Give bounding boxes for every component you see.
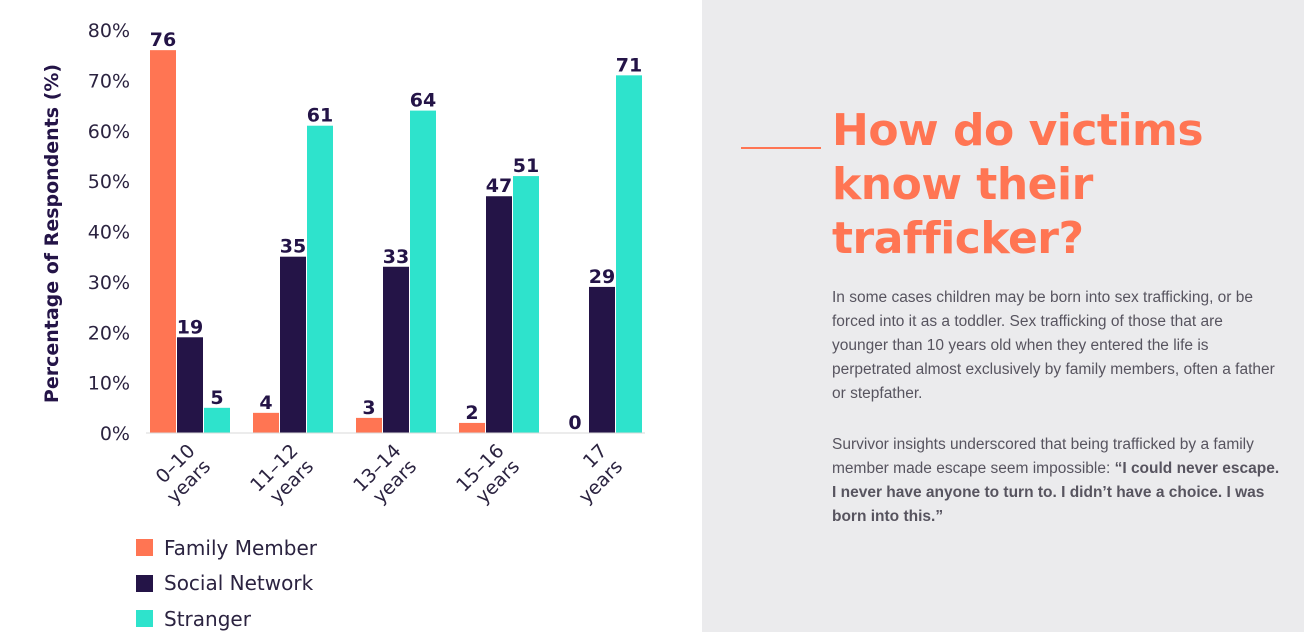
data-label: 64 — [410, 90, 436, 112]
legend-swatch-stranger — [136, 610, 153, 628]
y-tick-label: 40% — [88, 222, 130, 244]
bar-stranger — [204, 407, 230, 433]
data-label: 51 — [513, 155, 539, 177]
chart-area: 0% 10% 20% 30% 40% 50% 60% 70% 80% Percentage of … — [41, 20, 645, 631]
y-tick-label: 80% — [88, 20, 130, 42]
y-tick-label: 60% — [88, 121, 130, 143]
data-label: 47 — [486, 175, 512, 197]
data-label: 33 — [383, 246, 409, 268]
article-paragraph-1: In some cases children may be born into … — [832, 289, 1275, 402]
bar-stranger — [616, 75, 642, 434]
data-label: 5 — [210, 387, 223, 409]
heading-accent-line — [741, 147, 821, 149]
y-tick-label: 50% — [88, 171, 130, 193]
bar-family-member — [150, 50, 176, 434]
article-panel: How do victims know their trafficker? In… — [702, 0, 1304, 632]
legend-label: Social Network — [164, 571, 314, 596]
data-label: 4 — [259, 392, 272, 414]
bar-social-network — [589, 286, 615, 433]
data-label: 76 — [150, 29, 176, 51]
data-label: 0 — [568, 412, 581, 434]
data-label: 19 — [177, 316, 203, 338]
legend-label: Stranger — [164, 606, 251, 631]
bar-family-member — [253, 412, 279, 433]
bar-social-network — [280, 256, 306, 433]
bar-social-network — [383, 266, 409, 433]
data-label: 29 — [589, 266, 615, 288]
legend-item-stranger: Stranger — [136, 601, 317, 637]
bar-social-network — [177, 337, 203, 433]
legend-swatch-family-member — [136, 539, 153, 557]
bar-family-member — [356, 417, 382, 433]
article-heading: How do victims know their trafficker? — [832, 105, 1204, 264]
bar-stranger — [513, 176, 539, 433]
y-tick-label: 70% — [88, 70, 130, 92]
y-axis-label: Percentage of Respondents (%) — [41, 64, 63, 403]
bar-social-network — [486, 196, 512, 433]
data-label: 2 — [465, 402, 478, 424]
y-tick-label: 10% — [88, 373, 130, 395]
bar-stranger — [307, 125, 333, 434]
paragraph-2-intro: Survivor insights underscored that being… — [832, 436, 1254, 477]
legend-label: Family Member — [164, 535, 317, 560]
legend-item-social-network: Social Network — [136, 566, 317, 602]
bar-stranger — [410, 110, 436, 433]
data-label: 71 — [616, 54, 642, 76]
legend-item-family-member: Family Member — [136, 530, 317, 566]
bar-family-member — [459, 422, 485, 433]
bar-chart: 0% 10% 20% 30% 40% 50% 60% 70% 80% Percentage of … — [41, 20, 645, 508]
survivor-quote: “I could never escape. I never have anyo… — [832, 460, 1280, 525]
data-label: 35 — [280, 236, 306, 258]
y-tick-label: 30% — [88, 272, 130, 294]
data-label: 3 — [362, 397, 375, 419]
legend-swatch-social-network — [136, 574, 153, 592]
y-tick-label: 20% — [88, 322, 130, 344]
article-paragraph-2: Survivor insights underscored that being… — [832, 433, 1282, 529]
y-tick-label: 0% — [100, 423, 130, 445]
data-label: 61 — [307, 105, 333, 127]
chart-legend: Family Member Social Network Stranger — [136, 530, 317, 637]
